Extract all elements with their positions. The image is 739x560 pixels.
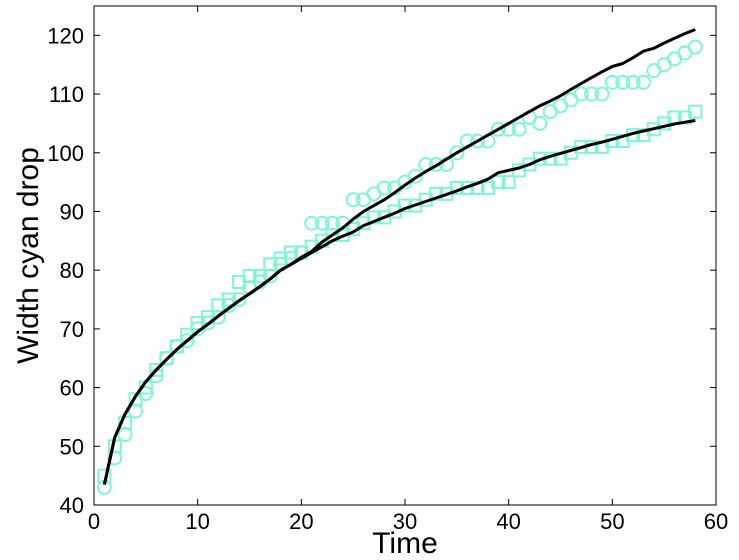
x-tick-label: 50 bbox=[600, 509, 624, 534]
square-marker bbox=[149, 362, 164, 377]
axes-box bbox=[93, 5, 717, 506]
y-tick-label: 40 bbox=[60, 493, 84, 518]
circle-marker bbox=[604, 74, 620, 90]
fit-line-3 bbox=[102, 119, 696, 485]
square-marker bbox=[688, 104, 703, 119]
x-tick-label: 40 bbox=[496, 509, 520, 534]
circle-marker bbox=[625, 74, 641, 90]
square-marker bbox=[169, 339, 184, 354]
circle-marker bbox=[635, 74, 651, 90]
square-marker bbox=[429, 186, 444, 201]
circle-marker bbox=[584, 86, 600, 102]
square-marker bbox=[501, 175, 516, 190]
y-tick-label: 100 bbox=[47, 141, 84, 166]
series-layer bbox=[96, 28, 703, 495]
x-tick-label: 10 bbox=[185, 509, 209, 534]
circle-marker bbox=[532, 115, 548, 131]
square-marker bbox=[221, 292, 236, 307]
circle-marker bbox=[428, 157, 444, 173]
y-tick-label: 60 bbox=[60, 376, 84, 401]
x-tick-label: 30 bbox=[393, 509, 417, 534]
circle-marker bbox=[573, 86, 589, 102]
y-tick-label: 80 bbox=[60, 258, 84, 283]
x-tick-label: 20 bbox=[289, 509, 313, 534]
circle-marker bbox=[407, 168, 423, 184]
square-marker bbox=[242, 269, 257, 284]
square-marker bbox=[128, 392, 143, 407]
y-tick-label: 120 bbox=[47, 23, 84, 48]
y-tick-label: 110 bbox=[49, 82, 84, 107]
circle-marker bbox=[231, 292, 247, 308]
tick-layer: 0 10 20 30 40 50 60 40 50 60 70 80 90 100 110 120 bbox=[47, 6, 728, 534]
circle-marker bbox=[345, 192, 361, 208]
circle-marker bbox=[490, 121, 506, 137]
y-axis-label: Width cyan drop bbox=[12, 147, 45, 364]
circle-marker bbox=[376, 180, 392, 196]
circle-marker bbox=[314, 215, 330, 231]
x-tick-label: 60 bbox=[704, 509, 728, 534]
circle-marker bbox=[511, 121, 527, 137]
y-tick-label: 50 bbox=[60, 434, 84, 459]
circle-marker bbox=[594, 86, 610, 102]
square-marker bbox=[283, 245, 298, 260]
circle-marker bbox=[470, 133, 486, 149]
circle-marker bbox=[687, 39, 703, 55]
square-marker bbox=[159, 351, 174, 366]
square-marker bbox=[491, 175, 506, 190]
circle-marker bbox=[615, 74, 631, 90]
circle-marker bbox=[304, 215, 320, 231]
x-axis-label: Time bbox=[372, 527, 438, 560]
circle-marker bbox=[449, 145, 465, 161]
y-tick-label: 90 bbox=[60, 199, 84, 224]
square-marker bbox=[366, 210, 381, 225]
x-tick-label: 0 bbox=[88, 509, 100, 534]
square-marker bbox=[252, 269, 267, 284]
y-tick-label: 70 bbox=[60, 317, 84, 342]
